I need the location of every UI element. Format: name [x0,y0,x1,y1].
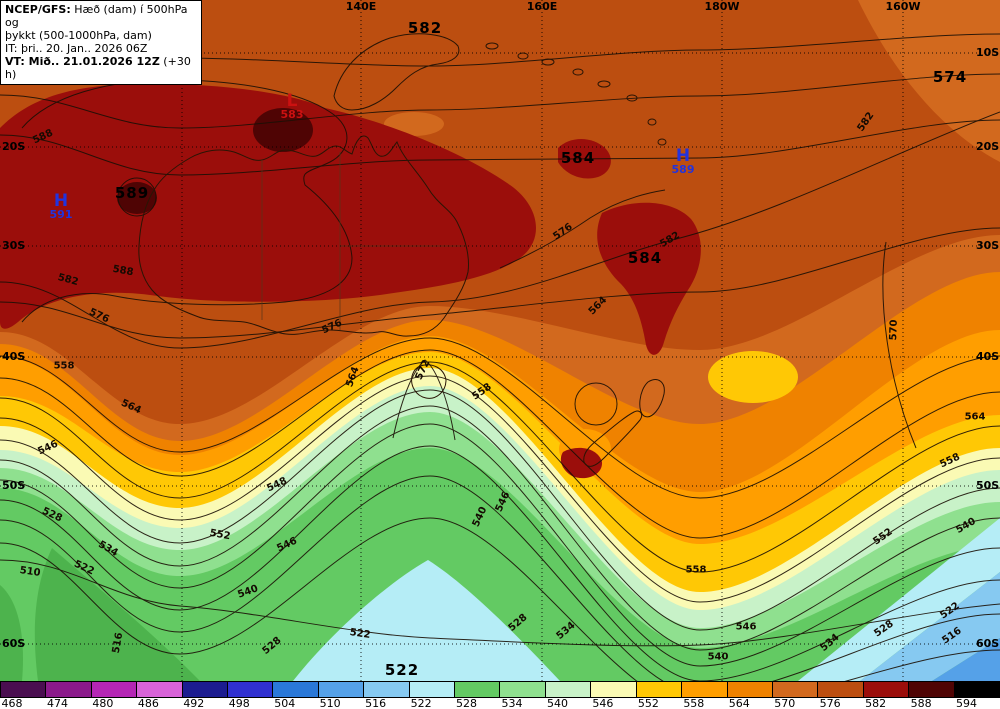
longitude-label: 160E [526,0,558,13]
colorbar-value: 468 [1,697,23,709]
latitude-label: 50S [2,479,26,492]
longitude-label: 180W [704,0,740,13]
colorbar-cell [771,681,819,698]
pressure-center-H: H 591 [49,191,73,222]
contour-label: 546 [735,621,757,633]
colorbar-cell [635,681,683,698]
colorbar-value: 474 [46,697,68,709]
colorbar-cell [45,681,92,698]
grid-lines [0,0,1000,681]
latitude-label: 60S [2,637,26,650]
colorbar-value: 522 [410,697,432,709]
latitude-label: 10S [976,46,1000,59]
colorbar-cell [953,681,1000,698]
colorbar-value: 570 [774,697,796,709]
colorbar-cell [272,681,319,698]
colorbar-cell [908,681,955,698]
center-value: 591 [49,208,73,221]
colorbar-value: 510 [319,697,341,709]
colorbar-cell [0,681,47,698]
colorbar-cell [408,681,456,698]
contour-label: 584 [627,249,663,267]
colorbar-cells [0,681,1000,698]
colorbar-cell [317,681,365,698]
thickness-bands [0,0,1000,681]
contour-label: 570 [888,319,900,341]
pressure-center-L: L 583 [280,91,304,122]
colorbar-cell [90,681,138,698]
latitude-label: 40S [976,350,1000,363]
contour-label: 558 [53,360,75,372]
latitude-label: 60S [976,637,1000,650]
colorbar-cell [181,681,229,698]
colorbar-value: 576 [819,697,841,709]
colorbar-value: 582 [865,697,887,709]
colorbar-cell [681,681,728,698]
contour-label: 564 [964,411,986,423]
center-letter: H [53,191,69,211]
center-value: 583 [280,108,304,121]
colorbar-value: 588 [910,697,932,709]
colorbar-value: 528 [456,697,478,709]
colorbar-value: 498 [228,697,250,709]
colorbar-cell [817,681,864,698]
colorbar-value: 480 [92,697,114,709]
pressure-center-H: H 589 [671,146,695,177]
contour-label: 558 [685,564,707,576]
colorbar-cell [862,681,910,698]
colorbar-value: 564 [728,697,750,709]
coastlines [138,33,667,467]
latitude-label: 30S [976,239,1000,252]
latitude-label: 20S [976,140,1000,153]
colorbar-cell [726,681,773,698]
colorbar-cell [499,681,546,698]
contour-label: 589 [114,184,150,202]
title-line-3: IT: þri.. 20. Jan.. 2026 06Z [5,42,148,55]
longitude-label: 160W [885,0,921,13]
contour-label: 582 [407,19,443,37]
contour-label: 574 [932,68,968,86]
title-line-2: þykkt (500-1000hPa, dam) [5,29,152,42]
title-line-1: NCEP/GFS: Hæð (dam) í 500hPa og [5,3,188,29]
colorbar-value: 558 [683,697,705,709]
colorbar-cell [136,681,183,698]
colorbar-cell [454,681,501,698]
latitude-label: 50S [976,479,1000,492]
colorbar-value: 486 [137,697,159,709]
colorbar-value: 552 [637,697,659,709]
contour-label: 584 [560,149,596,167]
colorbar-cell [544,681,592,698]
colorbar-value: 492 [183,697,205,709]
latitude-label: 40S [2,350,26,363]
colorbar-values: 468 474 480 486 492 498 504 510 516 522 528 534 540 5… [0,697,1000,709]
height-contours [0,29,1000,681]
thickness-colorbar: 468 474 480 486 492 498 504 510 516 522 528 534 540 5… [0,681,1000,709]
weather-map-svg [0,0,1000,681]
colorbar-cell [227,681,274,698]
colorbar-value: 594 [956,697,978,709]
center-value: 589 [671,163,695,176]
colorbar-cell [590,681,637,698]
title-box: NCEP/GFS: Hæð (dam) í 500hPa og þykkt (5… [0,0,202,85]
colorbar-value: 546 [592,697,614,709]
latitude-label: 20S [2,140,26,153]
colorbar-value: 516 [365,697,387,709]
center-letter: H [675,146,691,166]
map-area: NCEP/GFS: Hæð (dam) í 500hPa og þykkt (5… [0,0,1000,681]
contour-label: 522 [384,661,420,679]
colorbar-value: 540 [546,697,568,709]
colorbar-value: 534 [501,697,523,709]
title-line-4: VT: Mið.. 21.01.2026 12Z (+30 h) [5,55,191,81]
center-letter: L [286,91,298,111]
longitude-label: 140E [345,0,377,13]
latitude-label: 30S [2,239,26,252]
colorbar-cell [363,681,410,698]
contour-label: 540 [707,651,729,663]
colorbar-value: 504 [274,697,296,709]
